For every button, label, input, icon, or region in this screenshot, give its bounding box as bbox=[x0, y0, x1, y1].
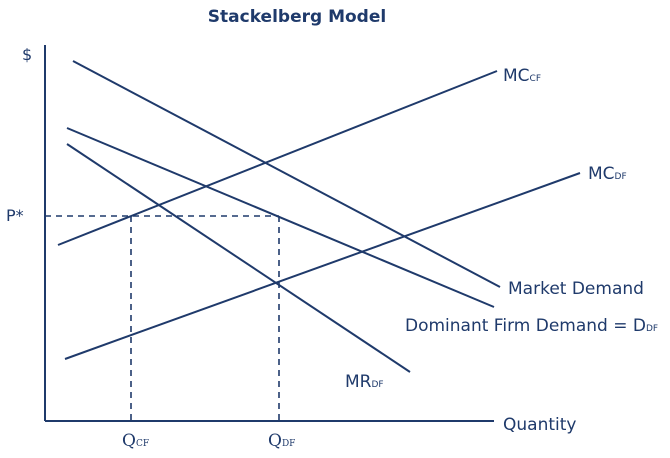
mc-df-label-main: MC bbox=[588, 164, 615, 184]
mr-df-label: MRDF bbox=[345, 372, 384, 392]
price-label: P* bbox=[6, 206, 24, 225]
mr-df-label-sub: DF bbox=[371, 380, 383, 390]
dominant-firm-demand-label-main: Dominant Firm Demand = D bbox=[405, 316, 646, 336]
q-cf-label-main: Q bbox=[122, 431, 136, 451]
mc-cf-label-main: MC bbox=[503, 66, 530, 86]
mr-df-curve bbox=[66, 143, 411, 373]
diagram-title: Stackelberg Model bbox=[208, 7, 386, 27]
q-df-label: QDF bbox=[268, 431, 295, 451]
mc-cf-label: MCCF bbox=[503, 66, 541, 86]
market-demand-curve bbox=[72, 60, 501, 288]
dominant-firm-demand-label: Dominant Firm Demand = DDF bbox=[405, 316, 658, 336]
q-cf-label-sub: CF bbox=[136, 439, 149, 449]
mc-df-label-sub: DF bbox=[615, 172, 627, 182]
x-axis-label: Quantity bbox=[503, 415, 576, 435]
q-df-label-sub: DF bbox=[282, 439, 295, 449]
mc-df-label: MCDF bbox=[588, 164, 627, 184]
mc-df-curve bbox=[64, 172, 581, 360]
mc-cf-curve bbox=[57, 70, 498, 246]
mr-df-label-main: MR bbox=[345, 372, 372, 392]
y-axis-label: $ bbox=[22, 45, 32, 64]
q-cf-label: QCF bbox=[122, 431, 149, 451]
dominant-firm-demand-curve bbox=[66, 127, 495, 308]
market-demand-label: Market Demand bbox=[508, 279, 644, 299]
mc-cf-label-sub: CF bbox=[530, 74, 541, 84]
q-df-label-main: Q bbox=[268, 431, 282, 451]
dominant-firm-demand-label-sub: DF bbox=[646, 324, 658, 334]
